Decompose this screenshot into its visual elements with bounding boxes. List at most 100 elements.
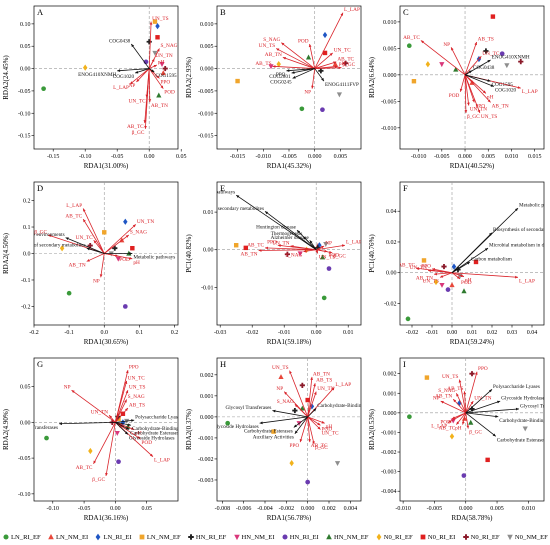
data-point [233, 534, 240, 541]
env-arrow-head [456, 421, 460, 425]
data-point [326, 533, 332, 540]
x-axis-label: RDA1(30.65%) [84, 338, 129, 346]
env-arrow-label: S_NAG [130, 229, 147, 235]
data-point [88, 447, 93, 455]
y-tick-label: -0.15 [18, 134, 31, 140]
plot-area: PPO NP UN_TC UN_TS S_NAG AB_TS POD L_LAP AB_TC β_… [34, 365, 178, 483]
env-arrow-label: NP [276, 386, 283, 392]
y-tick-label: 0.2 [23, 199, 31, 205]
y-tick-label: -0.015 [198, 134, 214, 140]
x-axis-label: RDA1(31.00%) [84, 162, 129, 170]
function-arrow [292, 68, 315, 79]
env-arrow-label: PPO [478, 366, 488, 372]
y-tick-label: -0.02 [384, 301, 397, 307]
data-point [225, 420, 231, 426]
y-tick-label: 0.04 [386, 209, 397, 215]
legend-item: HN_NM_EI [233, 533, 275, 541]
env-arrow [314, 67, 342, 69]
env-arrow-label: UN_TC [334, 47, 352, 53]
env-arrow-head [282, 57, 287, 60]
data-point [284, 251, 290, 257]
env-arrow [452, 398, 467, 414]
env-arrow-label: AB_TS [129, 403, 145, 409]
env-arrow [115, 390, 129, 423]
data-point [112, 245, 118, 251]
x-axis-label: RDA(58.78%) [451, 514, 493, 522]
x-tick-label: -0.05 [78, 506, 91, 512]
env-arrow-head [451, 47, 454, 51]
y-axis-label: RDA2(0.53%) [368, 408, 376, 450]
env-arrow-label: pH [487, 94, 494, 100]
data-point [268, 64, 274, 70]
x-axis-label: RDA1(40.52%) [450, 162, 495, 170]
legend-item: HN_RI_EF [187, 533, 226, 541]
function-arrow-head [487, 60, 491, 63]
data-point [449, 433, 455, 440]
env-arrow [307, 376, 313, 417]
env-arrow-head [48, 234, 52, 238]
function-arrow [451, 261, 471, 274]
function-arrow-head [313, 408, 317, 412]
function-arrow-head [495, 415, 499, 418]
function-arrow-label: COG0245 [270, 79, 292, 85]
x-tick-label: -0.2 [29, 330, 39, 336]
y-tick-label: 0.001 [200, 394, 214, 400]
env-arrow-label: β_GC [467, 114, 480, 120]
env-arrow-label: S_NAG [128, 394, 145, 400]
env-arrow-head [156, 75, 160, 79]
function-arrow-head [487, 79, 491, 82]
env-arrow-head [137, 436, 141, 439]
data-point [323, 242, 329, 247]
data-point [320, 107, 325, 113]
env-arrow-head [290, 245, 294, 248]
data-point [334, 461, 341, 467]
function-arrow-head [127, 423, 132, 427]
env-arrow-head [281, 42, 285, 46]
data-point [155, 35, 160, 40]
x-tick-label: 0.010 [522, 506, 536, 512]
env-arrow-head [294, 404, 298, 408]
env-arrow-label: AB_TC [65, 214, 82, 220]
env-arrow-head [464, 110, 468, 113]
data-point [155, 22, 160, 30]
env-arrow-head [149, 453, 153, 457]
env-arrow [264, 247, 317, 251]
function-arrow-label: Auxiliary Activities [253, 435, 294, 441]
env-arrow-label: NP [304, 90, 311, 96]
function-arrow-label: Metabolic pathways [519, 203, 550, 209]
y-tick-label: -0.05 [18, 456, 31, 462]
function-arrow-label: Alzheimer disease [271, 235, 310, 241]
env-arrow [451, 272, 519, 278]
function-arrow-label: Carbon metabolism [471, 256, 512, 262]
env-arrow-head [125, 234, 129, 238]
x-axis-label: RDA1(59.24%) [450, 338, 495, 346]
data-point [3, 534, 9, 540]
env-arrow-label: β_GC [34, 229, 47, 235]
y-tick-label: 0.002 [383, 372, 397, 378]
y-tick-label: -0.005 [198, 89, 214, 95]
env-arrow-label: S_NAG [277, 399, 294, 405]
x-tick-label: 0.000 [301, 506, 315, 512]
env-arrow [460, 74, 466, 92]
env-arrow-label: AB_TS [316, 378, 332, 384]
y-tick-label: 0.0 [23, 252, 31, 258]
function-arrow-label: Huntington disease [256, 225, 297, 231]
data-point [87, 242, 93, 249]
function-arrow-label: COG0438 [109, 38, 131, 44]
x-tick-label: 0.03 [507, 330, 518, 336]
legend-item: LN_RI_EF [2, 533, 41, 541]
panel-letter: G [37, 359, 43, 369]
env-arrow-label: NP [443, 42, 450, 48]
function-arrow-head [484, 248, 488, 251]
env-arrow-label: β_GC [315, 445, 328, 451]
env-arrow [459, 379, 467, 413]
env-arrow-head [517, 86, 521, 89]
y-tick-label: -0.010 [381, 126, 397, 132]
data-point [297, 251, 303, 257]
env-arrow-head [463, 391, 467, 395]
function-arrow-head [259, 421, 263, 425]
env-arrow-label: POD [449, 93, 460, 99]
env-arrow-label: UN_TC [128, 375, 146, 381]
function-arrow-label: Carbohydrate-Binding Modules [499, 418, 550, 424]
env-arrow [464, 74, 487, 94]
